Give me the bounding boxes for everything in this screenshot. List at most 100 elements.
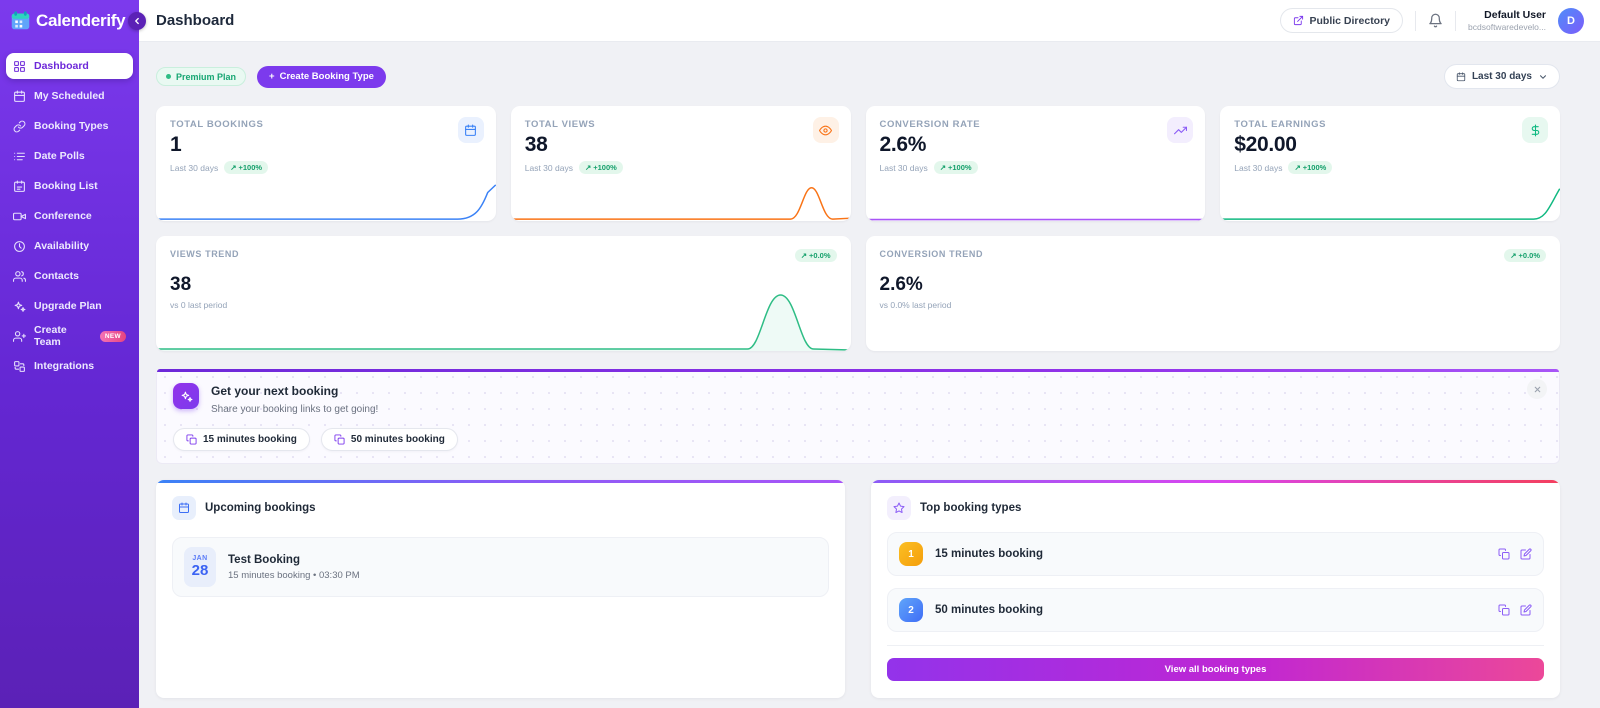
sidebar-item-booking-list[interactable]: Booking List [6, 173, 133, 199]
stat-icon-wrap [812, 117, 839, 143]
trend-value: 38 [170, 274, 192, 295]
booking-type-row[interactable]: 2 50 minutes booking [887, 588, 1544, 632]
booking-list-item[interactable]: JAN 28 Test Booking 15 minutes booking •… [172, 537, 829, 597]
change-value: +100% [1302, 163, 1327, 172]
stats-row: TOTAL BOOKINGS 1 Last 30 days ↗ +100% TOT… [156, 106, 1560, 221]
stat-period: Last 30 days [879, 162, 928, 173]
banner-close-button[interactable] [1527, 379, 1547, 399]
view-all-booking-types-button[interactable]: View all booking types [887, 658, 1544, 681]
avatar[interactable]: D [1558, 7, 1584, 34]
stat-label: TOTAL VIEWS [524, 119, 596, 130]
change-badge: ↗ +100% [578, 161, 623, 174]
sidebar: Calenderify Dashboard My Scheduled Booki… [0, 0, 146, 708]
date-range-value: Last 30 days [1471, 71, 1532, 82]
row-actions [1498, 604, 1532, 616]
trend-header: VIEWS TREND ↗ +0.0% [170, 249, 837, 262]
edit-icon[interactable] [1520, 604, 1532, 616]
views-trend-card: VIEWS TREND ↗ +0.0% 38 vs 0 last period [156, 236, 851, 351]
copy-icon[interactable] [1498, 548, 1510, 560]
calendar-icon [1456, 71, 1466, 81]
calendar-icon [14, 90, 25, 102]
panel-divider [887, 645, 1544, 646]
clock-icon [14, 240, 25, 252]
app-name: Calenderify [36, 10, 126, 30]
toolbar: Premium Plan + Create Booking Type Last … [156, 64, 1560, 89]
date-range-dropdown[interactable]: Last 30 days [1443, 64, 1560, 89]
calendar-icon-badge [172, 496, 196, 520]
sidebar-item-dashboard[interactable]: Dashboard [6, 53, 133, 79]
stat-icon-wrap [457, 117, 484, 143]
chevron-down-icon [1539, 74, 1547, 79]
avatar-initial: D [1567, 14, 1575, 27]
booking-link-label: 50 minutes booking [350, 434, 445, 445]
notifications-button[interactable] [1428, 13, 1443, 28]
app-logo[interactable]: Calenderify [0, 0, 139, 43]
user-plus-icon [13, 330, 26, 342]
public-directory-button[interactable]: Public Directory [1279, 8, 1404, 33]
views-sparkline [510, 187, 851, 220]
sidebar-item-integrations[interactable]: Integrations [6, 353, 133, 379]
sidebar-item-date-polls[interactable]: Date Polls [6, 143, 133, 169]
get-next-booking-banner: Get your next booking Share your booking… [156, 369, 1560, 464]
trend-label: CONVERSION TREND [879, 249, 984, 259]
sidebar-item-label: Conference [34, 210, 92, 222]
calendar-icon [179, 502, 189, 513]
panel-header: Top booking types [887, 496, 1544, 520]
link-icon [13, 120, 26, 132]
stat-meta: Last 30 days ↗ +100% [880, 161, 1192, 174]
copy-15-minutes-booking-button[interactable]: 15 minutes booking [173, 428, 310, 451]
booking-details: 15 minutes booking • 03:30 PM [228, 569, 360, 581]
stat-period: Last 30 days [524, 162, 573, 173]
integrations-icon [14, 360, 25, 372]
create-booking-type-button[interactable]: + Create Booking Type [257, 65, 386, 88]
trend-header: CONVERSION TREND ↗ +0.0% [879, 249, 1546, 262]
trending-up-icon [1173, 126, 1187, 134]
header-divider [1415, 10, 1417, 31]
change-badge: ↗ +0.0% [794, 249, 837, 262]
sidebar-item-contacts[interactable]: Contacts [6, 263, 133, 289]
stat-meta: Last 30 days ↗ +100% [170, 161, 482, 174]
copy-50-minutes-booking-button[interactable]: 50 minutes booking [320, 428, 458, 451]
calendar-logo-icon [11, 11, 30, 30]
stat-label: TOTAL BOOKINGS [170, 119, 264, 130]
stat-icon-wrap [1522, 117, 1548, 143]
plus-icon: + [269, 71, 275, 82]
sidebar-item-booking-types[interactable]: Booking Types [6, 113, 133, 139]
stat-label: CONVERSION RATE [879, 119, 981, 130]
edit-icon[interactable] [1520, 548, 1532, 560]
close-icon [1534, 386, 1540, 392]
copy-icon[interactable] [1498, 604, 1510, 616]
panel-title: Top booking types [920, 502, 1022, 514]
trend-value: 2.6% [879, 274, 923, 295]
sidebar-item-availability[interactable]: Availability [6, 233, 133, 259]
booking-month: JAN [192, 554, 208, 562]
new-badge: NEW [99, 330, 126, 342]
sparkles-icon-badge [173, 383, 199, 409]
page-title: Dashboard [156, 12, 235, 29]
sidebar-item-label: Booking List [34, 180, 98, 192]
conversion-trend-card: CONVERSION TREND ↗ +0.0% 2.6% vs 0.0% las… [865, 236, 1560, 351]
sidebar-item-my-scheduled[interactable]: My Scheduled [6, 83, 133, 109]
trend-compare: vs 0.0% last period [879, 300, 952, 310]
booking-title: Test Booking [228, 553, 300, 566]
views-trend-sparkline [156, 294, 851, 351]
sidebar-item-label: Integrations [34, 360, 95, 372]
change-value: +100% [238, 163, 263, 172]
sidebar-item-conference[interactable]: Conference [6, 203, 133, 229]
booking-type-row[interactable]: 1 15 minutes booking [887, 532, 1544, 576]
stat-value: 2.6% [879, 133, 927, 156]
bookings-sparkline [156, 184, 496, 220]
chevron-left-icon [135, 17, 139, 25]
sidebar-collapse-button[interactable] [128, 12, 146, 30]
sparkles-icon [14, 301, 26, 312]
sidebar-item-create-team[interactable]: Create Team NEW [6, 323, 133, 349]
dashboard-content: Premium Plan + Create Booking Type Last … [139, 42, 1600, 708]
sidebar-item-label: Upgrade Plan [34, 300, 102, 312]
upcoming-bookings-panel: Upcoming bookings JAN 28 Test Booking 15… [156, 480, 845, 698]
header-actions: Public Directory Default User bcdsoftwar… [1279, 7, 1584, 34]
change-value: +0.0% [809, 251, 831, 260]
sidebar-item-upgrade-plan[interactable]: Upgrade Plan [6, 293, 133, 319]
trend-up-icon: ↗ [584, 163, 592, 172]
booking-type-label: 15 minutes booking [935, 548, 1043, 560]
